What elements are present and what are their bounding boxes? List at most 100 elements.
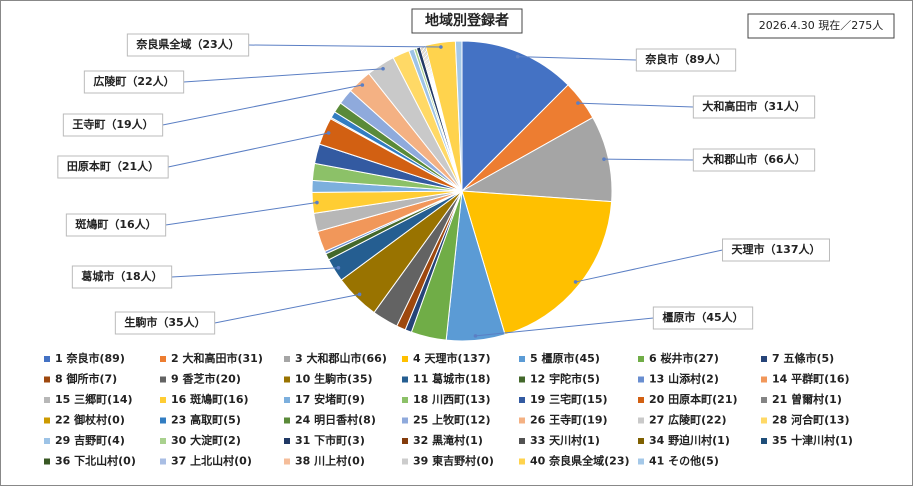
leader-line xyxy=(214,293,360,324)
legend-label: 5 橿原市(45) xyxy=(530,351,600,365)
legend-label: 40 奈良県全域(23) xyxy=(530,454,630,468)
data-label: 広陵町（22人） xyxy=(93,74,174,88)
legend-label: 35 十津川村(1) xyxy=(772,433,853,447)
legend-marker xyxy=(44,438,50,444)
title-box xyxy=(411,8,523,34)
legend-marker xyxy=(160,438,166,444)
legend-label: 37 上北山村(0) xyxy=(171,454,252,468)
callout-box xyxy=(83,70,185,94)
legend-marker xyxy=(638,397,644,403)
legend-label: 17 安堵町(9) xyxy=(295,392,365,406)
callout-box xyxy=(126,33,250,57)
legend-marker xyxy=(160,376,166,383)
legend-label: 24 明日香村(8) xyxy=(295,413,376,427)
legend-marker xyxy=(519,458,525,465)
legend-marker xyxy=(402,376,408,383)
leader-line xyxy=(162,84,363,126)
leader-arrow xyxy=(326,131,331,135)
callout-box xyxy=(57,155,169,179)
leader-arrow xyxy=(357,292,362,297)
legend-label: 7 五條市(5) xyxy=(772,351,834,365)
legend-marker xyxy=(519,397,525,403)
legend-marker xyxy=(761,397,767,403)
leader-arrow xyxy=(573,280,578,284)
leader-line xyxy=(575,249,723,283)
leader-line xyxy=(475,317,654,337)
legend-label: 11 葛城市(18) xyxy=(413,372,491,386)
legend-marker xyxy=(44,397,50,403)
leader-arrow xyxy=(602,157,606,161)
legend-marker xyxy=(284,417,290,424)
pie-slice xyxy=(461,40,569,193)
legend-marker xyxy=(402,356,408,362)
legend-label: 6 桜井市(27) xyxy=(649,351,719,365)
leader-line xyxy=(171,267,339,278)
data-label: 生駒市（35人） xyxy=(124,315,205,329)
legend-label: 20 田原本町(21) xyxy=(649,392,738,406)
legend-marker xyxy=(44,458,50,465)
legend-label: 38 川上村(0) xyxy=(295,454,365,468)
callout-box xyxy=(692,95,816,119)
leader-arrow xyxy=(515,54,520,59)
legend-label: 27 広陵町(22) xyxy=(649,413,727,427)
callout-box xyxy=(114,311,216,335)
data-label: 葛城市（18人） xyxy=(80,269,162,283)
callout-box xyxy=(65,213,167,237)
data-label: 橿原市（45人） xyxy=(662,310,743,324)
legend-label: 29 吉野町(4) xyxy=(55,433,125,447)
legend-label: 25 上牧町(12) xyxy=(413,413,491,427)
legend-marker xyxy=(160,458,166,465)
pie-slice xyxy=(460,116,613,203)
data-label: 大和郡山市（66人） xyxy=(702,152,805,166)
leader-arrow xyxy=(336,265,341,270)
legend-label: 28 河合町(13) xyxy=(772,413,850,427)
leader-arrow xyxy=(473,334,478,338)
leader-line xyxy=(577,102,694,108)
legend-label: 19 三宅町(15) xyxy=(530,392,608,406)
callout-box xyxy=(652,306,754,330)
callout-box xyxy=(722,238,830,262)
legend-label: 4 天理市(137) xyxy=(413,351,491,365)
legend-label: 13 山添村(2) xyxy=(649,372,719,386)
legend-marker xyxy=(638,438,644,444)
callout-box xyxy=(62,113,164,137)
leader-arrow xyxy=(360,83,365,87)
data-label: 王寺町（19人） xyxy=(72,117,153,131)
legend-marker xyxy=(638,356,644,362)
callout-box xyxy=(71,265,173,289)
legend-marker xyxy=(638,417,644,424)
leader-arrow xyxy=(439,45,443,49)
legend-label: 15 三郷町(14) xyxy=(55,392,133,406)
legend-label: 33 天川村(1) xyxy=(530,433,600,447)
legend-marker xyxy=(761,376,767,383)
legend-marker xyxy=(761,438,767,444)
legend-label: 9 香芝市(20) xyxy=(171,372,241,386)
legend-label: 26 王寺町(19) xyxy=(530,413,608,427)
legend-marker xyxy=(44,376,50,383)
leader-arrow xyxy=(381,66,385,71)
leader-line xyxy=(165,202,318,226)
legend-label: 18 川西町(13) xyxy=(413,393,491,406)
legend-marker xyxy=(402,458,408,465)
legend-label: 31 下市町(3) xyxy=(295,433,365,447)
legend-marker xyxy=(284,458,290,465)
legend-label: 10 生駒市(35) xyxy=(295,372,373,386)
legend-marker xyxy=(519,417,525,424)
leader-line xyxy=(183,68,384,83)
legend-label: 2 大和高田市(31) xyxy=(171,351,263,365)
leader-arrow xyxy=(315,200,319,205)
legend-marker xyxy=(44,356,50,362)
legend-marker xyxy=(761,356,767,362)
legend-label: 23 高取町(5) xyxy=(171,413,241,427)
leader-line xyxy=(603,158,694,161)
legend-marker xyxy=(761,417,767,424)
legend-label: 41 その他(5) xyxy=(649,454,719,468)
legend-marker xyxy=(44,417,50,424)
pie-slice xyxy=(454,40,463,192)
legend-marker xyxy=(284,397,290,403)
data-label: 斑鳩町（16人） xyxy=(75,217,156,231)
leader-line xyxy=(248,44,441,48)
leader-line xyxy=(168,132,329,168)
legend-label: 8 御所市(7) xyxy=(55,372,117,386)
